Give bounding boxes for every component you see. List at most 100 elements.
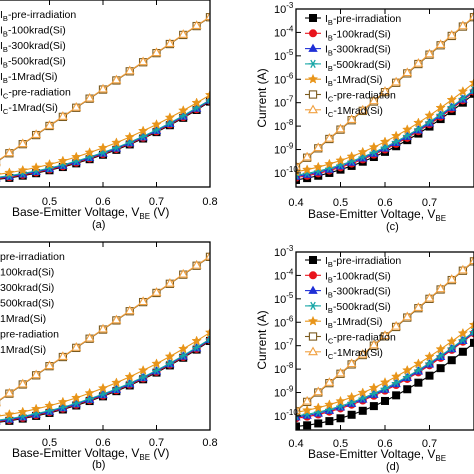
legend-marker — [308, 255, 317, 264]
data-point-a-4-15 — [191, 97, 202, 108]
data-point-c-4-10 — [402, 124, 413, 135]
data-point-a-6-13 — [164, 38, 175, 47]
legend-label: 1Mrad(Si) — [0, 344, 46, 356]
legend-marker — [307, 315, 319, 326]
series-line-d-1 — [296, 332, 474, 419]
data-point-d-0-0 — [296, 422, 300, 430]
data-point-c-6-13 — [435, 39, 446, 49]
y-tick-label: 10-6 — [274, 314, 294, 329]
x-tick-label: 0.5 — [333, 438, 348, 450]
data-point-a-4-16 — [204, 89, 210, 100]
data-point-a-4-6 — [71, 151, 82, 162]
legend-label: IB-pre-irradiation — [325, 13, 401, 27]
y-tick-label: 10-8 — [274, 118, 294, 133]
legend-marker — [308, 346, 318, 356]
data-point-d-4-4 — [335, 395, 346, 406]
data-point-d-6-15 — [457, 264, 468, 274]
y-tick-label: 10-5 — [274, 48, 294, 63]
legend-label: 100krad(Si) — [0, 267, 54, 279]
legend-label: IB-300krad(Si) — [0, 40, 66, 54]
legend-label: 300krad(Si) — [0, 282, 54, 294]
data-point-c-4-8 — [379, 136, 391, 147]
data-point-d-0-4 — [336, 414, 345, 423]
legend-label: IC-pre-radiation — [0, 87, 71, 101]
legend-entry: IB-100krad(Si) — [305, 28, 391, 42]
legend-entry: 1Mrad(Si) — [0, 313, 46, 325]
data-point-c-3-14 — [447, 102, 457, 111]
data-point-c-4-11 — [413, 117, 424, 128]
legend-label: IB-1Mrad(Si) — [325, 316, 383, 330]
y-tick-label: 10-8 — [274, 361, 294, 376]
legend-label: IB-500krad(Si) — [325, 301, 391, 315]
x-tick-label: 0.8 — [202, 437, 217, 449]
data-point-d-4-12 — [424, 351, 435, 362]
data-point-d-4-10 — [402, 364, 413, 375]
legend-label: IB-1Mrad(Si) — [0, 71, 58, 85]
legend-marker — [308, 332, 318, 341]
data-point-d-6-0 — [296, 405, 301, 414]
x-tick-label: 0.6 — [95, 437, 110, 449]
data-point-d-0-8 — [380, 396, 389, 405]
legend-entry: IB-500krad(Si) — [305, 59, 391, 73]
data-point-d-4-15 — [457, 327, 469, 338]
y-tick-label: 10-4 — [274, 267, 294, 282]
data-point-b-4-14 — [178, 343, 189, 354]
x-axis-label: Base-Emitter Voltage, VBE (V) — [12, 205, 169, 221]
data-point-b-6-16 — [205, 251, 210, 260]
legend-entry: pre-radiation — [0, 329, 59, 341]
data-point-c-6-0 — [296, 161, 301, 170]
series-d-3 — [296, 327, 474, 421]
legend-entry: IC-1Mrad(Si) — [305, 104, 383, 119]
data-point-b-3-13 — [165, 359, 175, 368]
data-point-c-3-16 — [469, 85, 474, 95]
data-point-d-0-7 — [369, 402, 378, 411]
data-point-a-6-16 — [205, 11, 210, 21]
data-point-b-3-14 — [178, 351, 188, 360]
chart-panel-c: 0.4 0.5 0.6 0.7 10-10 10-9 10-8 10-7 10-6 10-5 10-… — [255, 1, 474, 233]
data-point-d-0-3 — [325, 417, 334, 426]
legend-label: pre-radiation — [0, 329, 59, 341]
data-point-a-6-2 — [17, 138, 28, 148]
legend-entry: IB-300krad(Si) — [305, 285, 391, 300]
data-point-d-6-10 — [402, 311, 413, 321]
y-tick-label: 10-4 — [274, 24, 294, 39]
data-point-d-4-11 — [413, 358, 424, 369]
legend-entry: IC-pre-radiation — [305, 332, 396, 346]
legend-entry: IB-pre-irradiation — [0, 9, 76, 23]
data-point-d-4-16 — [468, 319, 474, 330]
x-tick-label: 0.6 — [95, 196, 110, 208]
data-point-d-0-15 — [458, 347, 467, 356]
data-point-c-6-11 — [413, 58, 424, 67]
series-b-6 — [0, 251, 210, 406]
data-point-c-6-6 — [357, 104, 368, 114]
data-point-a-4-14 — [178, 105, 189, 115]
chart-panel-a: 0.5 0.6 0.7 0.8 Base-Emitter Voltage, VBE (V… — [0, 0, 218, 231]
data-point-d-4-13 — [435, 343, 446, 354]
data-point-a-6-1 — [4, 147, 15, 157]
legend-entry: IB-1Mrad(Si) — [305, 315, 383, 330]
legend-label: IB-500krad(Si) — [325, 59, 391, 73]
data-point-b-4-13 — [164, 351, 176, 361]
data-point-d-6-4 — [335, 367, 346, 377]
data-point-b-6-3 — [31, 369, 42, 379]
legend-marker — [308, 301, 318, 311]
y-tick-label: 10-7 — [274, 338, 294, 353]
legend-label: 500krad(Si) — [0, 298, 54, 310]
data-point-c-6-8 — [380, 86, 390, 95]
data-point-b-4-3 — [30, 403, 42, 414]
data-point-a-4-3 — [30, 162, 42, 172]
legend-label: IC-pre-radiation — [325, 332, 396, 346]
legend-marker — [308, 104, 318, 114]
data-point-b-4-4 — [44, 400, 55, 411]
data-point-d-6-5 — [346, 358, 357, 368]
chart-panel-d: 0.4 0.5 0.6 0.7 10-10 10-9 10-8 10-7 10-6 10-5 10-… — [255, 244, 474, 473]
legend-entry: 100krad(Si) — [0, 267, 54, 279]
legend-label: IB-1Mrad(Si) — [325, 74, 383, 88]
data-point-b-6-4 — [44, 360, 55, 370]
x-tick-label: 0.6 — [377, 438, 392, 450]
x-axis-label: Base-Emitter Voltage, VBE — [308, 447, 446, 463]
data-point-c-6-14 — [446, 29, 457, 39]
legend-entry: IB-1Mrad(Si) — [305, 73, 383, 88]
data-point-b-6-9 — [111, 314, 122, 324]
legend-entry: IC-pre-radiation — [305, 90, 396, 104]
